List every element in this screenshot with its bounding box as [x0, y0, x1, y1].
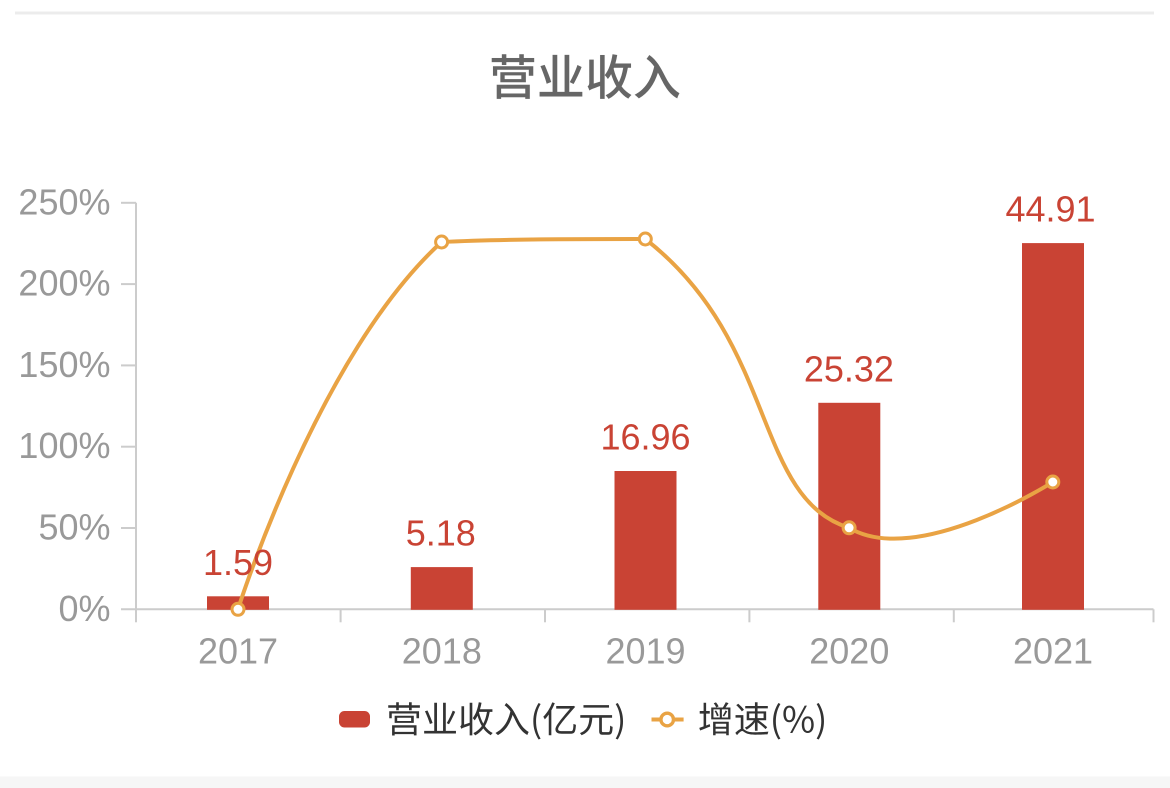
svg-text:1.59: 1.59 — [203, 542, 273, 583]
svg-text:25.32: 25.32 — [804, 348, 894, 389]
svg-text:5.18: 5.18 — [406, 513, 476, 554]
svg-text:2019: 2019 — [605, 631, 685, 672]
svg-text:44.91: 44.91 — [1005, 189, 1095, 230]
svg-text:0%: 0% — [58, 588, 110, 629]
svg-text:250%: 250% — [18, 181, 110, 222]
svg-text:2018: 2018 — [402, 631, 482, 672]
svg-text:150%: 150% — [18, 344, 110, 385]
svg-text:2017: 2017 — [198, 631, 278, 672]
svg-text:2020: 2020 — [809, 631, 889, 672]
svg-text:16.96: 16.96 — [600, 417, 690, 458]
svg-text:200%: 200% — [18, 263, 110, 304]
svg-text:100%: 100% — [18, 425, 110, 466]
svg-text:50%: 50% — [38, 507, 110, 548]
svg-text:2021: 2021 — [1013, 631, 1093, 672]
